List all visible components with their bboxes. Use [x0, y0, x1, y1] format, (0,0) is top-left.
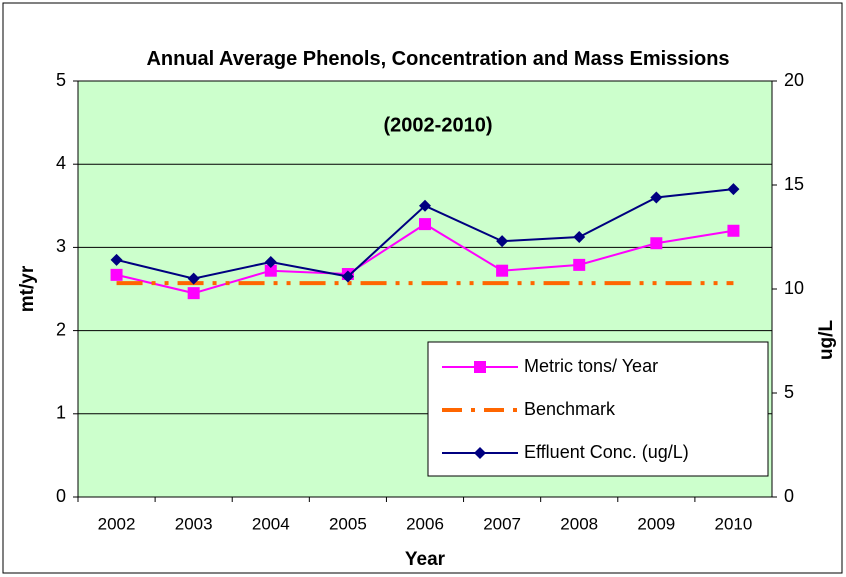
data-point — [264, 264, 277, 277]
legend-label: Effluent Conc. (ug/L) — [524, 442, 689, 462]
chart-subtitle: (2002-2010) — [384, 114, 493, 136]
data-point — [573, 258, 586, 271]
y2-tick-label: 15 — [784, 174, 804, 194]
data-point — [727, 183, 740, 196]
data-point — [496, 235, 509, 248]
x-tick-label: 2005 — [329, 514, 367, 533]
data-point — [419, 199, 431, 212]
x-tick-label: 2003 — [175, 514, 213, 533]
x-tick-label: 2002 — [98, 514, 136, 533]
x-tick-label: 2004 — [252, 514, 290, 533]
data-point — [650, 237, 663, 250]
legend-label: Benchmark — [524, 399, 616, 419]
y-axis-label: mt/yr — [17, 265, 38, 312]
title-line: Annual Average Phenols, Concentration an… — [146, 48, 729, 70]
data-point — [264, 255, 277, 268]
y-tick-label: 4 — [56, 153, 66, 173]
data-point — [110, 253, 123, 266]
data-point — [341, 270, 354, 283]
x-tick-label: 2007 — [483, 514, 521, 533]
legend-marker — [474, 447, 486, 459]
y2-axis-label: ug/L — [816, 320, 837, 360]
data-point — [650, 191, 663, 204]
chart-title: Annual Average Phenols, Concentration an… — [146, 48, 729, 70]
y2-tick-label: 20 — [784, 70, 804, 90]
y2-tick-label: 10 — [784, 278, 804, 298]
legend-marker — [474, 361, 486, 373]
data-point — [573, 231, 586, 243]
y-tick-label: 0 — [56, 486, 66, 506]
legend-label: Metric tons/ Year — [524, 356, 658, 376]
x-axis-label: Year — [405, 549, 446, 570]
x-tick-label: 2010 — [715, 514, 753, 533]
y-tick-label: 2 — [56, 319, 66, 339]
data-point — [110, 268, 123, 281]
data-point — [419, 218, 431, 231]
data-point — [187, 272, 200, 285]
data-point — [496, 264, 509, 277]
data-point — [187, 287, 200, 300]
y-tick-label: 3 — [56, 236, 66, 256]
x-tick-label: 2009 — [637, 514, 675, 533]
y-tick-label: 1 — [56, 403, 66, 423]
y2-tick-label: 0 — [784, 486, 794, 506]
y-tick-label: 5 — [56, 70, 66, 90]
x-tick-label: 2008 — [560, 514, 598, 533]
data-point — [727, 224, 740, 237]
y2-tick-label: 5 — [784, 382, 794, 402]
x-tick-label: 2006 — [406, 514, 444, 533]
